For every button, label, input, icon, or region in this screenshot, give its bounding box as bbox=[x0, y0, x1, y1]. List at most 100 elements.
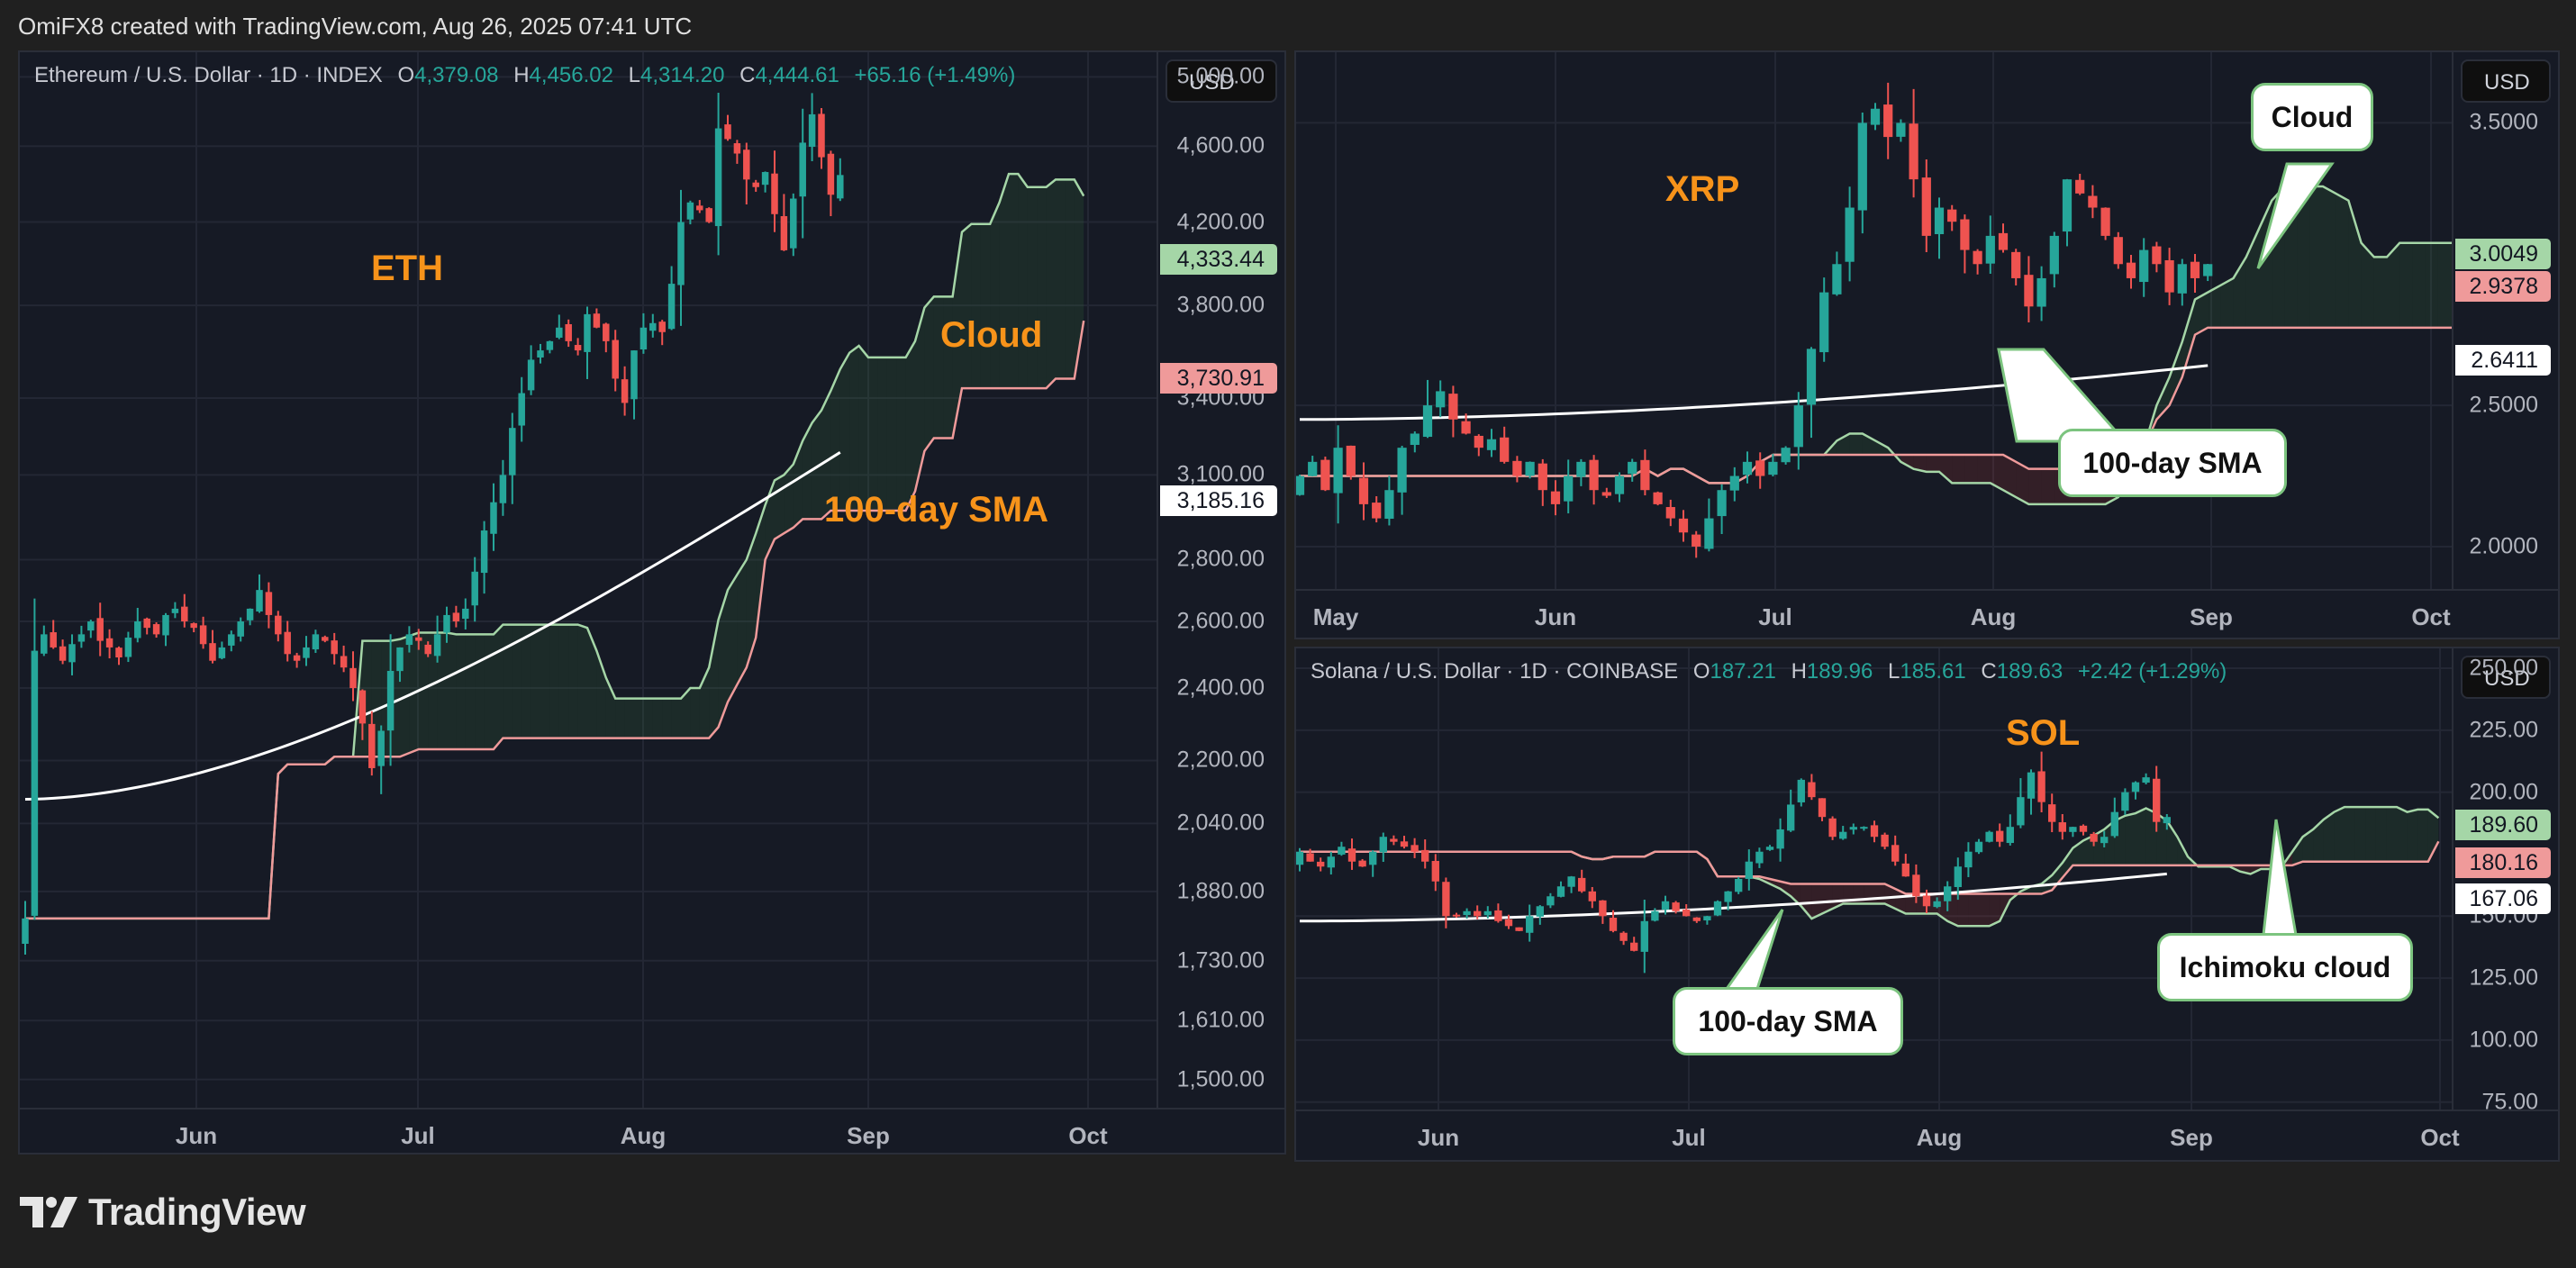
eth-cloud-label: Cloud bbox=[940, 315, 1043, 355]
sol-asset-label: SOL bbox=[2006, 713, 2081, 753]
eth-sma-label: 100-day SMA bbox=[824, 490, 1048, 530]
tradingview-logo[interactable]: TradingView bbox=[20, 1191, 306, 1234]
eth-sma-100-line bbox=[24, 451, 841, 802]
eth-symbol: Ethereum / U.S. Dollar · 1D · INDEX bbox=[34, 63, 383, 87]
xrp-ichimoku-cloud bbox=[1300, 177, 2452, 506]
eth-open: 4,379.08 bbox=[414, 63, 499, 87]
time-tick: Jul bbox=[1672, 1124, 1706, 1151]
time-tick: Jun bbox=[175, 1122, 218, 1149]
time-tick: Sep bbox=[2190, 603, 2233, 630]
sol-sma-100-line bbox=[1299, 872, 2167, 923]
credit-line: OmiFX8 created with TradingView.com, Aug… bbox=[18, 13, 693, 40]
price-tick: 2.0000 bbox=[2469, 533, 2538, 559]
sol-high: 189.96 bbox=[1806, 659, 1873, 684]
price-badge-red: 3,730.91 bbox=[1160, 363, 1277, 394]
sol-change: +2.42 (+1.29%) bbox=[2077, 659, 2227, 684]
price-tick: 2,200.00 bbox=[1176, 747, 1265, 773]
price-badge-white: 167.06 bbox=[2455, 883, 2551, 914]
price-tick: 250.00 bbox=[2469, 655, 2538, 681]
price-badge-white: 3,185.16 bbox=[1160, 485, 1277, 516]
price-badge-red: 2.9378 bbox=[2455, 271, 2551, 302]
xrp-plot-area[interactable]: XRP Cloud 100-day SMA bbox=[1296, 52, 2452, 589]
sol-chart-panel[interactable]: Solana / U.S. Dollar · 1D · COINBASE O18… bbox=[1294, 647, 2560, 1162]
xrp-cloud-callout: Cloud bbox=[2251, 83, 2373, 151]
xrp-sma-callout: 100-day SMA bbox=[2058, 429, 2287, 497]
eth-close: 4,444.61 bbox=[755, 63, 839, 87]
eth-chart-panel[interactable]: Ethereum / U.S. Dollar · 1D · INDEX O4,3… bbox=[18, 50, 1286, 1155]
time-tick: Aug bbox=[1916, 1124, 1963, 1151]
eth-grid bbox=[20, 52, 1156, 1108]
eth-candlestick-chart bbox=[20, 52, 1156, 1108]
sol-time-axis[interactable]: Jun Jul Aug Sep Oct bbox=[1296, 1110, 2558, 1160]
sol-price-axis[interactable]: USD 250.00 225.00 200.00 150.00 125.00 100.00… bbox=[2452, 648, 2558, 1114]
price-tick: 3,100.00 bbox=[1176, 461, 1265, 487]
time-tick: Jun bbox=[1417, 1124, 1460, 1151]
price-tick: 2,800.00 bbox=[1176, 546, 1265, 572]
price-tick: 2,040.00 bbox=[1176, 810, 1265, 836]
price-tick: 225.00 bbox=[2469, 717, 2538, 743]
sol-open: 187.21 bbox=[1710, 659, 1776, 684]
time-tick: Sep bbox=[847, 1122, 890, 1149]
price-tick: 2,400.00 bbox=[1176, 675, 1265, 701]
eth-time-axis[interactable]: Jun Jul Aug Sep Oct bbox=[20, 1108, 1284, 1153]
time-tick: Oct bbox=[1068, 1122, 1108, 1149]
price-tick: 2.5000 bbox=[2469, 392, 2538, 418]
sol-cloud-callout: Ichimoku cloud bbox=[2157, 933, 2413, 1001]
time-tick: Jul bbox=[1758, 603, 1792, 630]
sol-close: 189.63 bbox=[1996, 659, 2064, 684]
price-tick: 3,800.00 bbox=[1176, 292, 1265, 318]
price-tick: 125.00 bbox=[2469, 965, 2538, 991]
xrp-time-axis[interactable]: May Jun Jul Aug Sep Oct bbox=[1296, 589, 2558, 638]
eth-candles bbox=[22, 92, 844, 955]
time-tick: Jul bbox=[401, 1122, 435, 1149]
sol-low: 185.61 bbox=[1900, 659, 1966, 684]
eth-high: 4,456.02 bbox=[529, 63, 613, 87]
sol-sma-callout: 100-day SMA bbox=[1673, 987, 1903, 1055]
price-tick: 1,880.00 bbox=[1176, 878, 1265, 904]
price-tick: 1,500.00 bbox=[1176, 1066, 1265, 1092]
price-tick: 4,600.00 bbox=[1176, 132, 1265, 158]
price-tick: 3.5000 bbox=[2469, 109, 2538, 135]
price-badge-red: 180.16 bbox=[2455, 847, 2551, 878]
time-tick: Oct bbox=[2411, 603, 2451, 630]
sol-currency-button[interactable]: USD bbox=[2461, 656, 2551, 699]
eth-ichimoku-cloud bbox=[25, 172, 1085, 920]
eth-currency-button[interactable]: USD bbox=[1166, 59, 1277, 103]
eth-low: 4,314.20 bbox=[640, 63, 725, 87]
sol-candles bbox=[1296, 751, 2171, 974]
eth-change: +65.16 (+1.49%) bbox=[854, 63, 1016, 87]
xrp-price-axis[interactable]: USD 3.5000 2.5000 2.0000 3.0049 2.9378 2.641… bbox=[2452, 52, 2558, 589]
sol-ichimoku-cloud bbox=[1300, 805, 2440, 928]
tradingview-logo-icon bbox=[20, 1197, 77, 1227]
time-tick: Sep bbox=[2170, 1124, 2213, 1151]
sol-legend: Solana / U.S. Dollar · 1D · COINBASE O18… bbox=[1311, 659, 2227, 684]
price-tick: 200.00 bbox=[2469, 779, 2538, 805]
tradingview-logo-text: TradingView bbox=[88, 1191, 306, 1233]
sol-symbol: Solana / U.S. Dollar · 1D · COINBASE bbox=[1311, 659, 1679, 684]
xrp-currency-button[interactable]: USD bbox=[2461, 59, 2551, 103]
eth-legend: Ethereum / U.S. Dollar · 1D · INDEX O4,3… bbox=[34, 63, 1016, 87]
price-tick: 4,200.00 bbox=[1176, 209, 1265, 235]
price-badge-green: 189.60 bbox=[2455, 810, 2551, 840]
xrp-candles bbox=[1296, 82, 2213, 558]
price-badge-white: 2.6411 bbox=[2455, 345, 2551, 376]
price-tick: 2,600.00 bbox=[1176, 608, 1265, 634]
time-tick: Aug bbox=[620, 1122, 667, 1149]
price-tick: 5,000.00 bbox=[1176, 63, 1265, 89]
xrp-chart-panel[interactable]: XRP Cloud 100-day SMA USD 3.5000 2.5000 2.… bbox=[1294, 50, 2560, 639]
xrp-asset-label: XRP bbox=[1665, 169, 1740, 209]
eth-asset-label: ETH bbox=[371, 249, 443, 288]
sol-plot-area[interactable]: Solana / U.S. Dollar · 1D · COINBASE O18… bbox=[1296, 648, 2452, 1110]
price-tick: 1,730.00 bbox=[1176, 947, 1265, 974]
eth-plot-area[interactable]: Ethereum / U.S. Dollar · 1D · INDEX O4,3… bbox=[20, 52, 1156, 1108]
price-tick: 1,610.00 bbox=[1176, 1007, 1265, 1033]
eth-price-axis[interactable]: USD 5,000.00 4,600.00 4,200.00 3,800.00 3,40… bbox=[1156, 52, 1284, 1108]
time-tick: Oct bbox=[2420, 1124, 2460, 1151]
price-badge-green: 4,333.44 bbox=[1160, 244, 1277, 275]
price-tick: 100.00 bbox=[2469, 1027, 2538, 1053]
xrp-candlestick-chart bbox=[1296, 52, 2452, 589]
time-tick: Jun bbox=[1534, 603, 1577, 630]
time-tick: May bbox=[1312, 603, 1359, 630]
time-tick: Aug bbox=[1970, 603, 2017, 630]
price-badge-green: 3.0049 bbox=[2455, 239, 2551, 269]
